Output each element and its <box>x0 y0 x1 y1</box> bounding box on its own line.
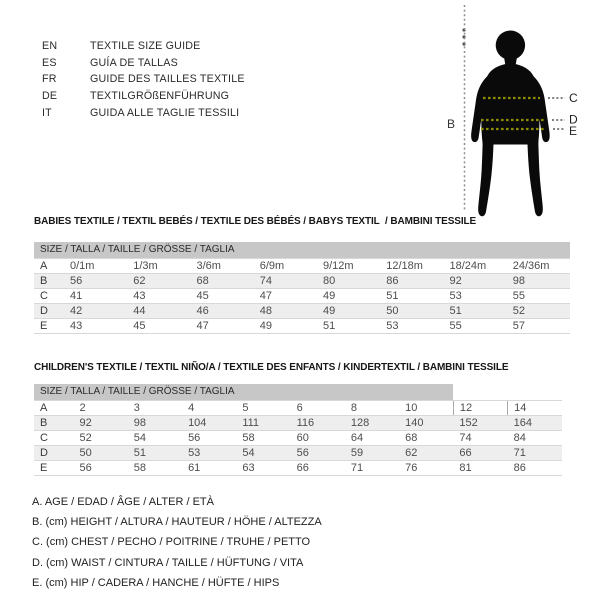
svg-text:E: E <box>569 124 577 138</box>
svg-text:C: C <box>569 91 578 105</box>
svg-text:B: B <box>447 117 455 131</box>
